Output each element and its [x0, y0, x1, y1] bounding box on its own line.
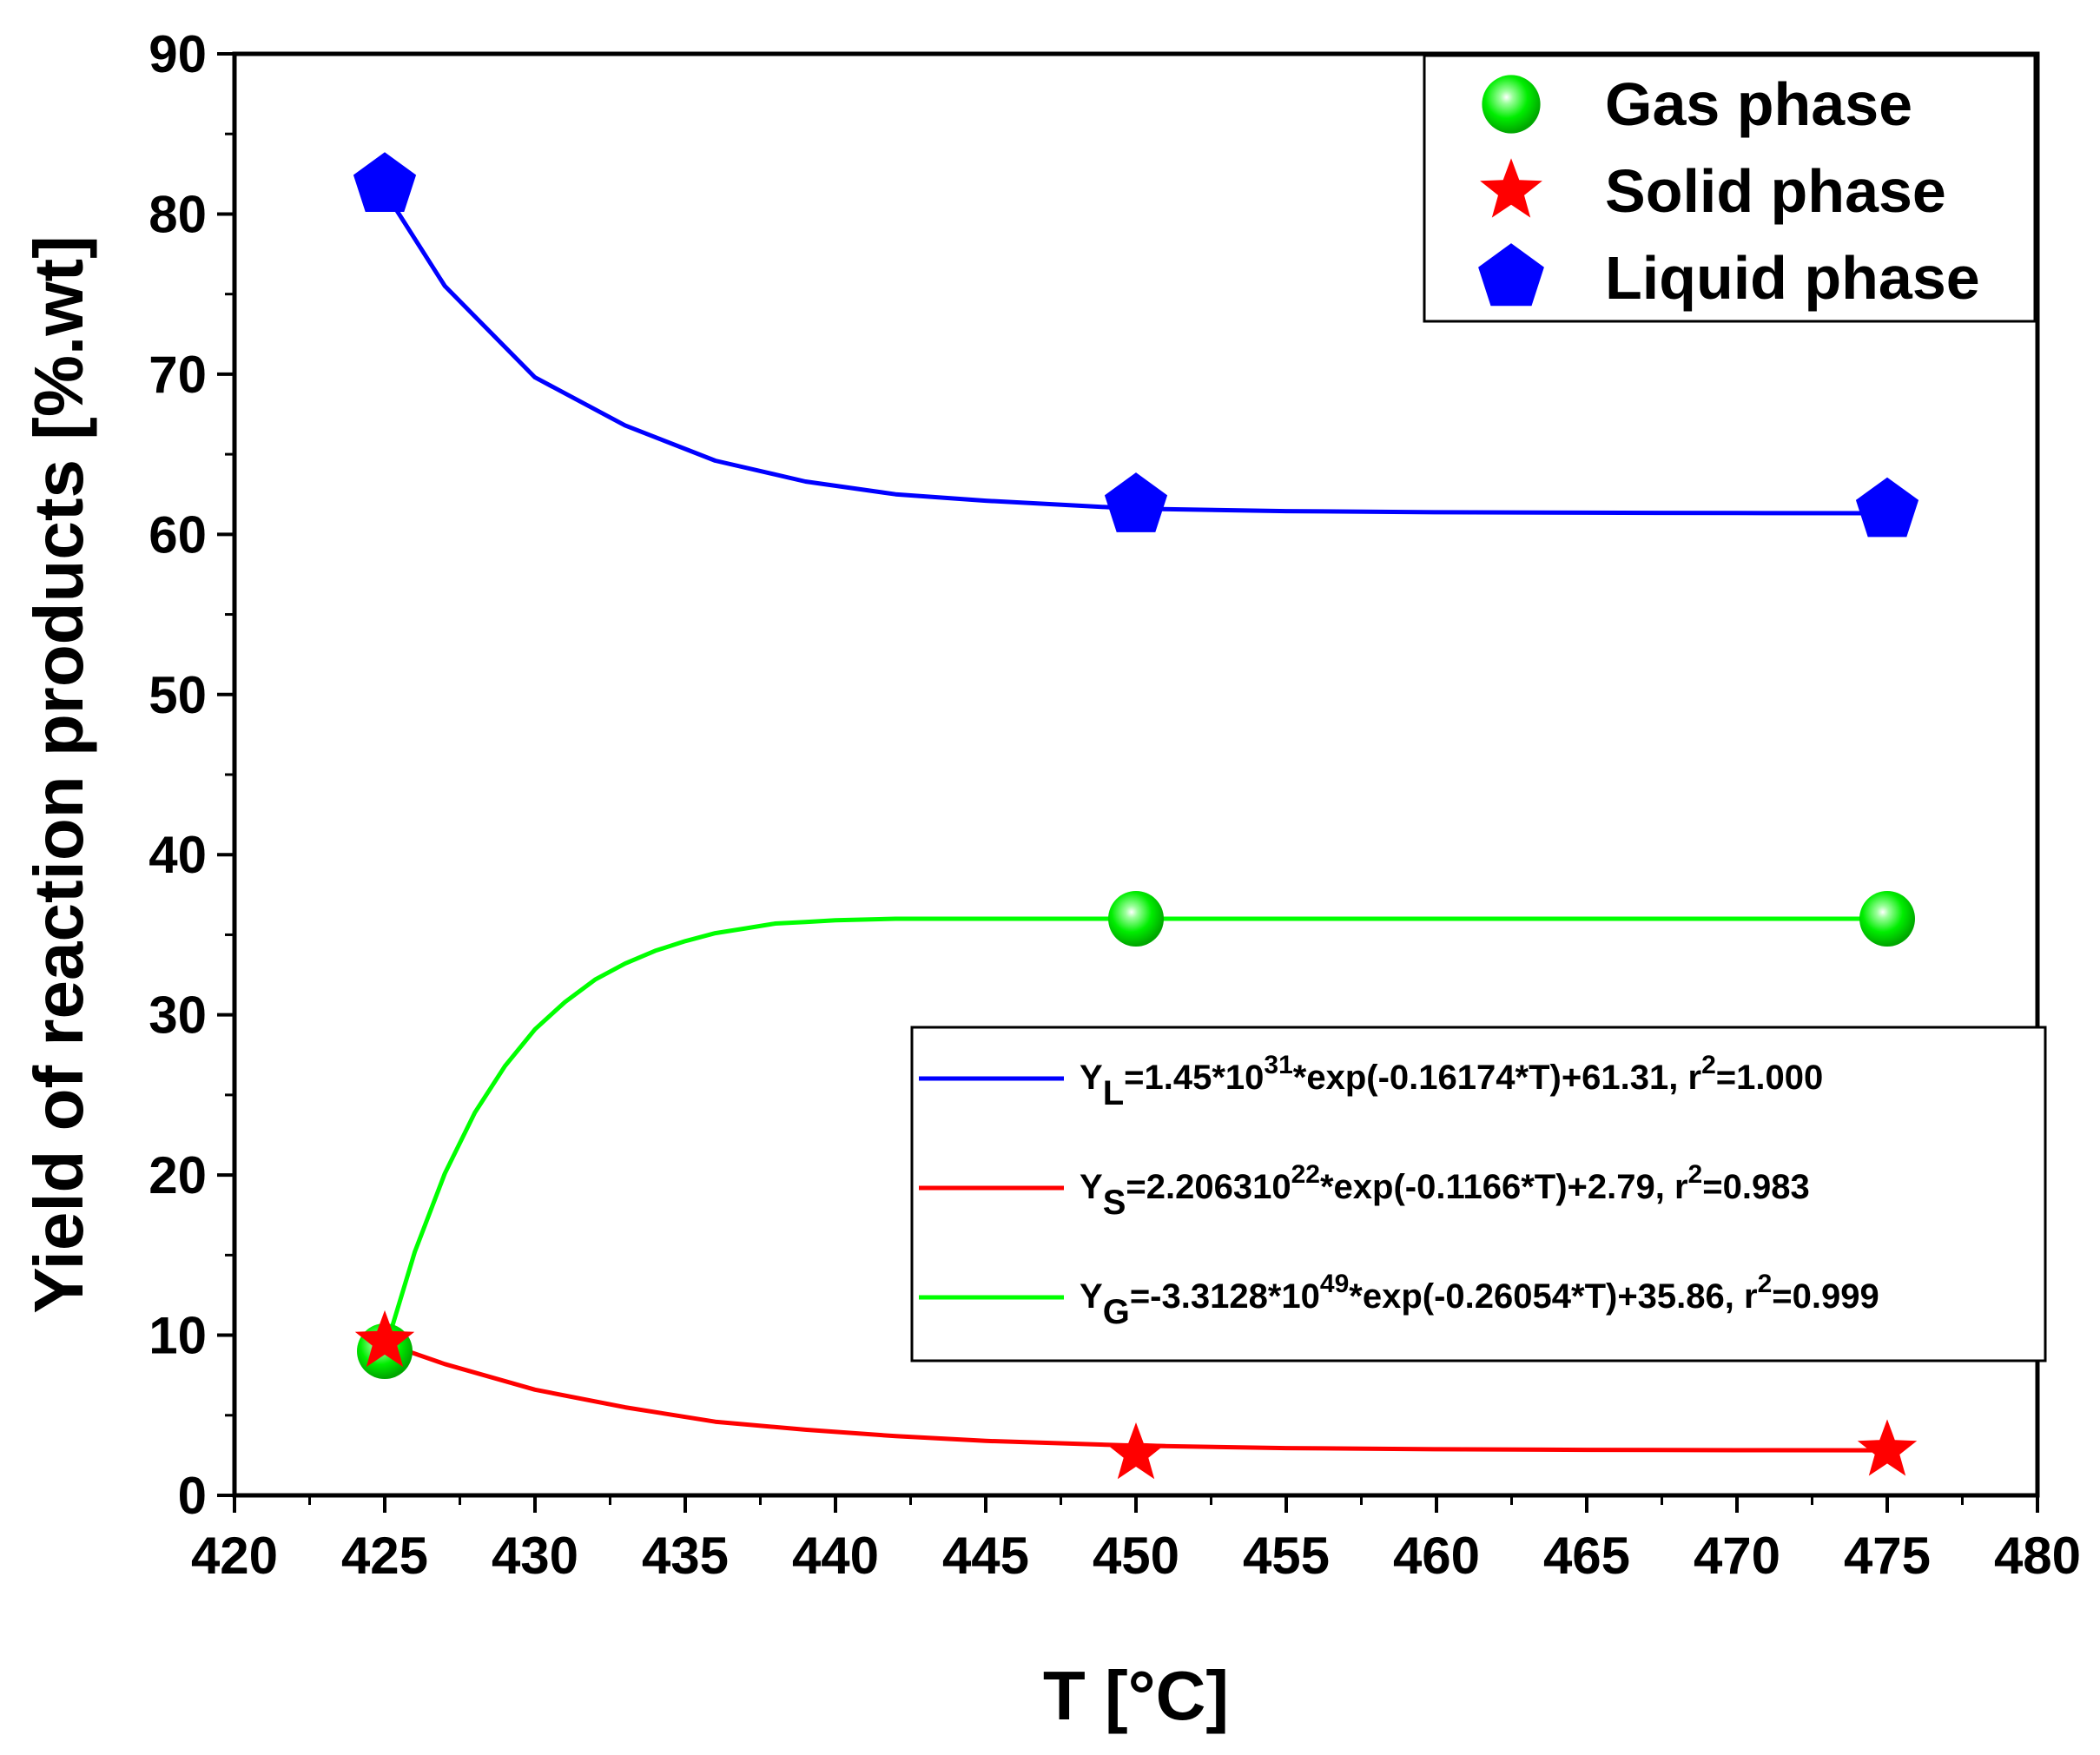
x-tick-label: 425 [341, 1527, 428, 1585]
y-tick-label: 70 [149, 346, 207, 404]
fit-legend-box [910, 1026, 2047, 1362]
y-tick-label: 10 [149, 1307, 207, 1365]
y-axis: 0 10 20 30 40 50 60 70 80 90 [149, 25, 234, 1525]
legend-label: Gas phase [1605, 70, 1912, 138]
x-tick-label: 430 [492, 1527, 578, 1585]
fit-legend: YL=1.45*1031*exp(-0.16174*T)+61.31, r2=1… [910, 1026, 2047, 1362]
y-tick-label: 40 [149, 826, 207, 884]
gas-phase-point [1859, 891, 1915, 947]
fit-curves [382, 190, 1888, 1453]
y-tick-label: 90 [149, 25, 207, 83]
legend-marker-gas-phase [1482, 75, 1541, 134]
legend-marker-liquid-phase [1478, 243, 1544, 307]
solid-phase-point [1106, 1422, 1166, 1480]
fit-curve-solid-phase [384, 1341, 1888, 1453]
x-tick-label: 450 [1093, 1527, 1179, 1585]
legend-label: Solid phase [1605, 157, 1946, 225]
solid-phase-point [354, 1310, 415, 1368]
y-tick-label: 0 [178, 1467, 207, 1525]
y-tick-label: 60 [149, 505, 207, 564]
x-tick-label: 465 [1543, 1527, 1630, 1585]
y-tick-label: 20 [149, 1146, 207, 1204]
x-tick-label: 475 [1844, 1527, 1931, 1585]
x-tick-label: 470 [1694, 1527, 1780, 1585]
liquid-phase-point [353, 152, 417, 212]
fit-legend-label: YL=1.45*1031*exp(-0.16174*T)+61.31, r2=1… [1080, 1051, 1823, 1112]
fit-legend-label: YS=2.20631022*exp(-0.1166*T)+2.79, r2=0.… [1080, 1160, 1810, 1222]
y-tick-label: 80 [149, 185, 207, 243]
x-tick-label: 480 [1994, 1527, 2081, 1585]
liquid-phase-point [1104, 472, 1168, 532]
solid-phase-point [1857, 1419, 1918, 1476]
fit-curve-liquid-phase [382, 190, 1888, 516]
x-tick-label: 420 [191, 1527, 278, 1585]
x-axis: 420 425 430 435 440 445 450 455 460 465 470 475 480 [191, 1495, 2081, 1585]
x-tick-label: 435 [642, 1527, 729, 1585]
fit-legend-label: YG=-3.3128*1049*exp(-0.26054*T)+35.86, r… [1080, 1270, 1879, 1331]
liquid-phase-point [1855, 477, 1919, 538]
y-axis-title: Yield of reaction products [%.wt] [20, 235, 97, 1314]
x-tick-label: 455 [1243, 1527, 1330, 1585]
x-axis-title: T [°C] [1043, 1657, 1229, 1734]
x-tick-label: 460 [1393, 1527, 1480, 1585]
y-tick-label: 30 [149, 986, 207, 1045]
data-points [353, 152, 1919, 1480]
legend-marker-solid-phase [1480, 158, 1542, 218]
x-tick-label: 440 [792, 1527, 879, 1585]
x-tick-label: 445 [942, 1527, 1029, 1585]
gas-phase-point [1108, 891, 1164, 947]
legend: Gas phase Solid phase Liquid phase [1423, 54, 2037, 323]
legend-label: Liquid phase [1605, 244, 1980, 312]
fit-curve-gas-phase [382, 916, 1887, 1352]
y-tick-label: 50 [149, 666, 207, 724]
